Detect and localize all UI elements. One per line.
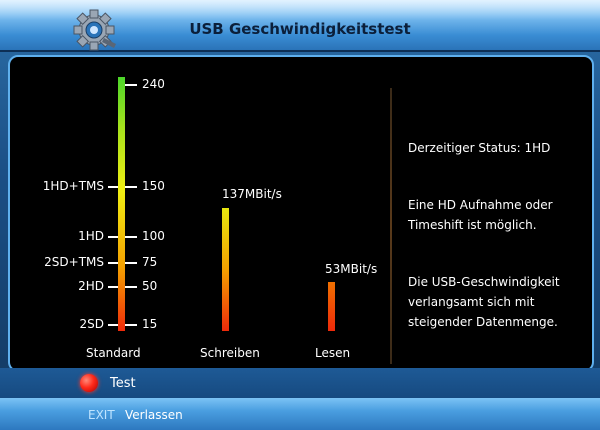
scale-label-2sd: 2SD xyxy=(79,317,105,331)
read-speed-value: 53MBit/s xyxy=(325,262,378,276)
footer-bar xyxy=(0,398,600,430)
scale-value-50: 50 xyxy=(142,279,158,293)
status-line-1: Eine HD Aufnahme oder xyxy=(408,198,553,212)
scale-value-150: 150 xyxy=(142,179,165,193)
status-line-2: Timeshift ist möglich. xyxy=(408,218,537,232)
settings-gear-icon xyxy=(73,9,116,51)
write-caption: Schreiben xyxy=(200,346,260,360)
tick-100-right xyxy=(125,236,137,238)
scale-label-1hd-tms: 1HD+TMS xyxy=(42,179,104,193)
test-action-label[interactable]: Test xyxy=(110,376,136,391)
scale-value-15: 15 xyxy=(142,317,158,331)
exit-key-label[interactable]: EXIT xyxy=(88,408,115,422)
tick-150-right xyxy=(125,186,137,188)
scale-caption: Standard xyxy=(86,346,141,360)
scale-label-1hd: 1HD xyxy=(78,229,104,243)
tick-75-left xyxy=(108,262,118,264)
tick-50-right xyxy=(125,286,137,288)
read-speed-bar xyxy=(328,282,335,331)
write-speed-value: 137MBit/s xyxy=(222,187,282,201)
status-current: Derzeitiger Status: 1HD xyxy=(408,141,551,155)
tick-50-left xyxy=(108,286,118,288)
scale-value-75: 75 xyxy=(142,255,158,269)
scale-value-240: 240 xyxy=(142,77,165,91)
tick-15-left xyxy=(108,324,118,326)
header-gloss xyxy=(0,0,600,20)
scale-value-100: 100 xyxy=(142,229,165,243)
scale-label-2sd-tms: 2SD+TMS xyxy=(44,255,104,269)
red-button-icon[interactable] xyxy=(80,374,98,392)
status-line-4: verlangsamt sich mit xyxy=(408,295,535,309)
main-panel xyxy=(8,55,594,372)
panel-divider xyxy=(390,88,392,364)
scale-label-2hd: 2HD xyxy=(78,279,104,293)
status-line-3: Die USB-Geschwindigkeit xyxy=(408,275,560,289)
tick-100-left xyxy=(108,236,118,238)
tick-240-right xyxy=(125,84,137,86)
action-bar xyxy=(0,368,600,398)
read-caption: Lesen xyxy=(315,346,351,360)
tick-75-right xyxy=(125,262,137,264)
status-line-5: steigender Datenmenge. xyxy=(408,315,558,329)
tick-150-left xyxy=(108,186,118,188)
scale-bar xyxy=(118,77,125,331)
exit-action-label[interactable]: Verlassen xyxy=(125,408,183,422)
tick-15-right xyxy=(125,324,137,326)
page-title: USB Geschwindigkeitstest xyxy=(189,20,411,38)
write-speed-bar xyxy=(222,208,229,331)
